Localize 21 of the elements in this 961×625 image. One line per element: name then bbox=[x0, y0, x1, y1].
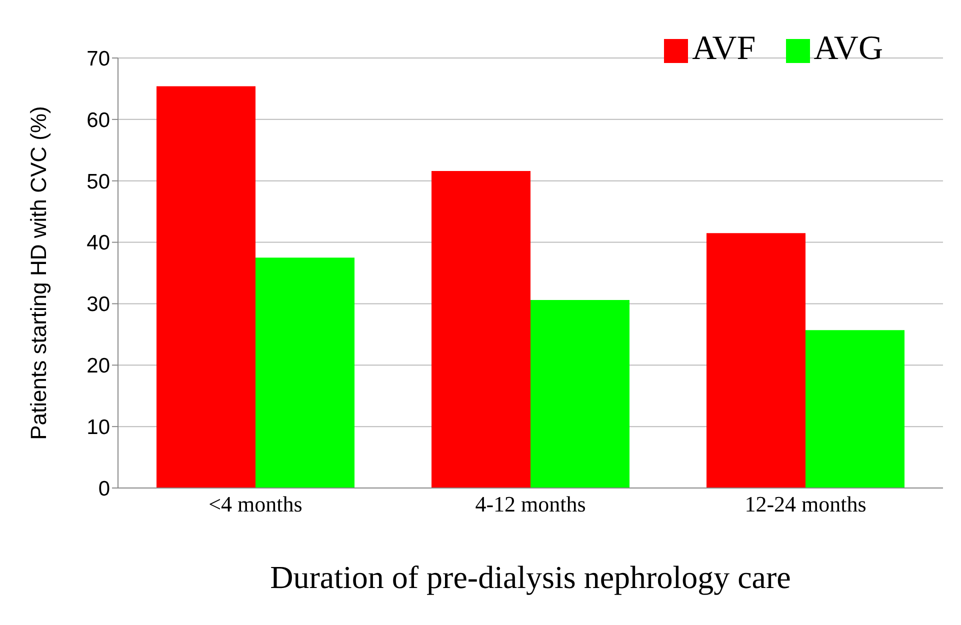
y-tick-label: 40 bbox=[86, 232, 110, 255]
y-tick-label: 10 bbox=[86, 416, 110, 440]
y-tick-label: 60 bbox=[86, 108, 110, 132]
y-tick-label: 0 bbox=[98, 477, 110, 500]
y-tick-label: 50 bbox=[86, 170, 110, 194]
x-tick-label: <4 months bbox=[208, 492, 302, 517]
y-tick-label: 20 bbox=[86, 354, 110, 378]
bar bbox=[432, 171, 530, 488]
legend-label: AVF bbox=[692, 30, 756, 67]
bar bbox=[530, 300, 630, 488]
x-tick-label: 12-24 months bbox=[744, 492, 866, 517]
x-tick-label: 4-12 months bbox=[475, 492, 586, 517]
bar bbox=[256, 258, 354, 488]
bar bbox=[806, 330, 904, 488]
y-tick-label: 70 bbox=[86, 47, 110, 70]
x-axis-title: Duration of pre-dialysis nephrology care bbox=[270, 559, 791, 595]
y-axis-title: Patients starting HD with CVC (%) bbox=[26, 106, 51, 440]
bar bbox=[156, 86, 256, 488]
y-tick-label: 30 bbox=[86, 293, 110, 316]
bar bbox=[706, 233, 806, 488]
legend-label: AVG bbox=[814, 30, 883, 67]
